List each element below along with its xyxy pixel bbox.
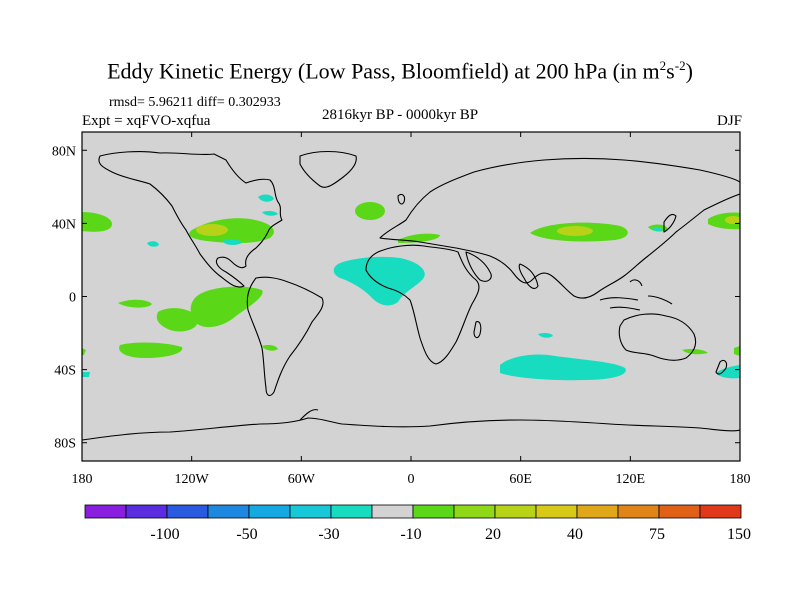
colorbar-swatch (535, 504, 578, 519)
colorbar-label: 75 (649, 526, 665, 543)
lon-tick-label: 120E (616, 472, 646, 487)
colorbar-swatch (494, 504, 537, 519)
colorbar-swatch (248, 504, 291, 519)
anomaly-nw-pacific-core (725, 216, 740, 224)
colorbar-label: -30 (318, 526, 339, 543)
anomaly-eastern-us (258, 194, 274, 202)
arabia-india-coastline (465, 251, 539, 289)
colorbar-label: -100 (150, 526, 179, 543)
anomaly-japan-cyan (652, 226, 663, 232)
anomaly-fields (82, 194, 740, 381)
colorbar-label: -10 (400, 526, 421, 543)
south-america-coastline (246, 276, 324, 397)
lat-tick-label: 80S (54, 437, 76, 452)
japan-coastline (663, 213, 677, 233)
antarctica-coastline (82, 417, 740, 441)
colorbar-swatch (658, 504, 701, 519)
colorbar-swatch (125, 504, 168, 519)
period-label: 2816kyr BP - 0000kyr BP (321, 107, 479, 123)
africa-coastline (365, 244, 480, 365)
colorbar-swatch (576, 504, 619, 519)
chart-title: Eddy Kinetic Energy (Low Pass, Bloomfiel… (107, 58, 693, 84)
lon-tick-label: 180 (730, 472, 751, 487)
anomaly-us-core (196, 224, 228, 236)
colorbar-swatch (330, 504, 373, 519)
anomaly-north-pacific-west (82, 212, 112, 232)
colorbar-swatch (166, 504, 209, 519)
colorbar-label: -50 (236, 526, 257, 543)
colorbar-label: 40 (567, 526, 583, 543)
anomaly-south-east-edge (734, 346, 740, 356)
anomaly-asian-jet-core (557, 226, 593, 236)
lat-tick-label: 40N (52, 217, 76, 232)
colorbar-label: 150 (727, 526, 751, 543)
colorbar-swatch (207, 504, 250, 519)
anomaly-pacific-sw (156, 308, 199, 332)
anomaly-small-patch (262, 345, 278, 351)
coastlines (82, 150, 740, 441)
lon-tick-label: 60W (288, 472, 316, 487)
lon-tick-label: 120W (175, 472, 210, 487)
anomaly-west-edge (82, 348, 86, 355)
colorbar: -100 -50 -30 -10 20 40 75 150 (84, 504, 751, 543)
anomaly-south-pacific (119, 342, 183, 358)
anomaly-north-atlantic (355, 202, 385, 220)
colorbar-swatch (699, 504, 742, 519)
anomaly-tropical-east-pacific (190, 286, 263, 328)
map-background (82, 132, 740, 461)
colorbar-swatch (289, 504, 332, 519)
lat-tick-label: 40S (54, 364, 76, 379)
axis-ticks: 80N 40N 0 40S 80S 180 120W 60W 0 60E 120E 180 (52, 132, 751, 487)
stats-text: rmsd= 5.96211 diff= 0.302933 (109, 95, 281, 110)
anomaly-us-cyan (222, 239, 242, 246)
season-label: DJF (716, 113, 742, 129)
colorbar-swatch (84, 504, 127, 519)
madagascar-coastline (473, 321, 482, 339)
anomaly-canada (262, 210, 278, 216)
anomaly-south-atlantic-small (538, 332, 553, 338)
southeast-asia-islands-coastline (599, 279, 673, 311)
new-zealand-coastline (715, 359, 728, 375)
anomaly-south-east (682, 349, 708, 355)
anomaly-pacific-small-cyan (147, 241, 159, 247)
lat-tick-label: 80N (52, 144, 76, 159)
experiment-label: Expt = xqFVO-xqfua (82, 113, 211, 129)
colorbar-swatch (617, 504, 660, 519)
lon-tick-label: 180 (72, 472, 93, 487)
lon-tick-label: 60E (509, 472, 532, 487)
greenland-coastline (299, 150, 357, 188)
anomaly-pacific-small (118, 299, 152, 308)
uk-coastline (397, 193, 406, 205)
lon-tick-label: 0 (408, 472, 415, 487)
colorbar-swatch (412, 504, 455, 519)
anomaly-southern-indian (500, 354, 626, 381)
australia-coastline (618, 313, 697, 361)
antarctic-peninsula-coastline (299, 409, 319, 421)
eurasia-coastline (379, 157, 740, 299)
lat-tick-label: 0 (69, 291, 76, 306)
colorbar-label: 20 (485, 526, 501, 543)
north-america-coastline (98, 151, 283, 288)
colorbar-swatch (453, 504, 496, 519)
anomaly-south-east-cyan (716, 365, 740, 379)
anomaly-south-west-cyan (82, 372, 90, 377)
colorbar-swatch (371, 504, 414, 519)
